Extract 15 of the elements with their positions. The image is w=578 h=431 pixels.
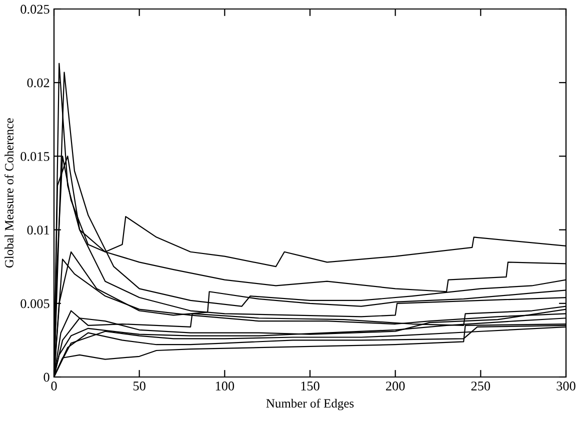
y-tick-label: 0.02 [27,78,50,88]
y-tick-label: 0 [44,372,50,382]
x-tick-label: 200 [386,382,405,390]
x-tick-label: 50 [134,382,146,390]
x-axis-title: Number of Edges [266,398,354,410]
y-tick-label: 0.01 [27,226,50,235]
y-tick-label: 0.015 [20,152,50,161]
y-tick-label: 0.005 [20,299,50,308]
x-tick-label: 0 [51,382,57,390]
x-tick-label: 100 [216,382,234,390]
x-tick-label: 300 [556,382,576,390]
y-tick-label: 0.025 [20,4,50,14]
x-tick-label: 250 [471,382,490,390]
y-axis-title: Global Measure of Coherence [4,118,14,268]
x-tick-label: 150 [301,382,320,390]
